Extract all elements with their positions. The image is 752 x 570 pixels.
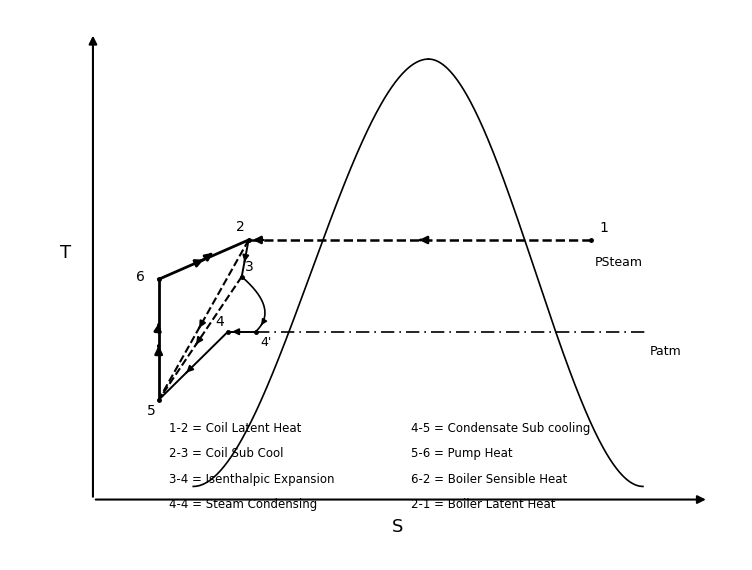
Text: 2: 2	[236, 219, 245, 234]
Text: 2-3 = Coil Sub Cool: 2-3 = Coil Sub Cool	[169, 447, 284, 461]
Text: 3-4 = Isenthalpic Expansion: 3-4 = Isenthalpic Expansion	[169, 473, 335, 486]
Text: 6-2 = Boiler Sensible Heat: 6-2 = Boiler Sensible Heat	[411, 473, 568, 486]
Text: Patm: Patm	[650, 345, 681, 358]
Text: 4: 4	[216, 315, 224, 329]
Text: 4': 4'	[260, 336, 271, 349]
Text: 4-4 = Steam Condensing: 4-4 = Steam Condensing	[169, 498, 317, 511]
Text: 3: 3	[245, 260, 254, 274]
Text: 5: 5	[147, 404, 155, 418]
Text: 6: 6	[136, 270, 145, 284]
Text: 1: 1	[599, 221, 608, 235]
Text: S: S	[392, 518, 403, 536]
Text: 1-2 = Coil Latent Heat: 1-2 = Coil Latent Heat	[169, 422, 302, 435]
Text: T: T	[59, 244, 71, 262]
Text: 5-6 = Pump Heat: 5-6 = Pump Heat	[411, 447, 513, 461]
Text: PSteam: PSteam	[595, 256, 642, 268]
Text: 2-1 = Boiler Latent Heat: 2-1 = Boiler Latent Heat	[411, 498, 556, 511]
Text: 4-5 = Condensate Sub cooling: 4-5 = Condensate Sub cooling	[411, 422, 590, 435]
